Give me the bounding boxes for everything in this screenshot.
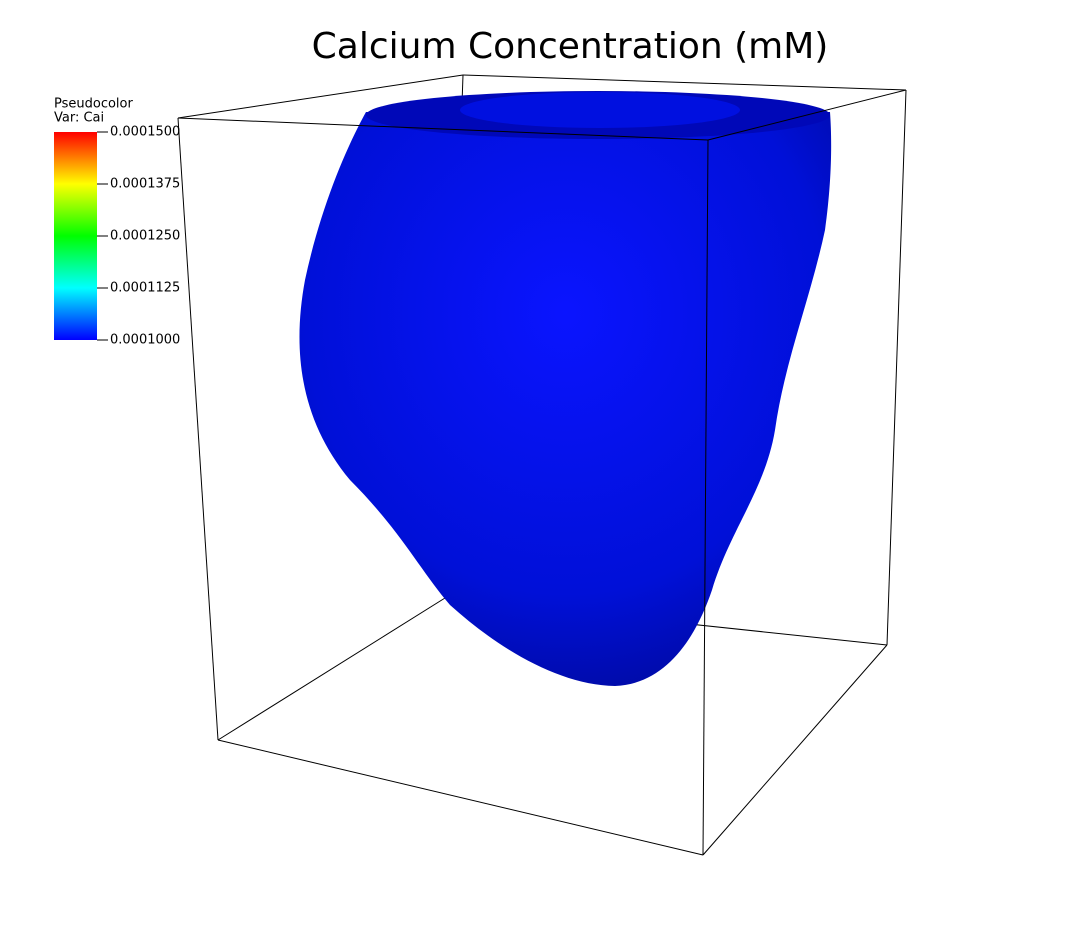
legend-tick-label: 0.0001000	[110, 333, 180, 348]
legend-title: Var: Cai	[54, 111, 104, 126]
color-bar	[54, 132, 97, 340]
title: Calcium Concentration (mM)	[312, 26, 829, 67]
legend-tick-label: 0.0001125	[110, 281, 180, 296]
legend-tick-label: 0.0001500	[110, 125, 180, 140]
legend-title: Pseudocolor	[54, 97, 133, 112]
bounding-box	[177, 89, 907, 856]
heart-surface	[299, 91, 832, 686]
legend-tick-label: 0.0001250	[110, 229, 180, 244]
legend-tick-label: 0.0001375	[110, 177, 180, 192]
